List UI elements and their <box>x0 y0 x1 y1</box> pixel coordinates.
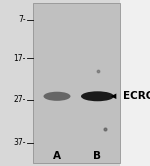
Ellipse shape <box>81 91 114 101</box>
Text: 17-: 17- <box>13 54 26 63</box>
Text: ECRG4: ECRG4 <box>123 91 150 101</box>
Bar <box>120 0 150 166</box>
Text: 37-: 37- <box>13 138 26 147</box>
Text: B: B <box>93 151 102 161</box>
Text: A: A <box>53 151 61 161</box>
Text: 7-: 7- <box>18 15 26 24</box>
Ellipse shape <box>44 92 70 101</box>
Text: 27-: 27- <box>13 95 26 104</box>
Bar <box>33 3 120 163</box>
